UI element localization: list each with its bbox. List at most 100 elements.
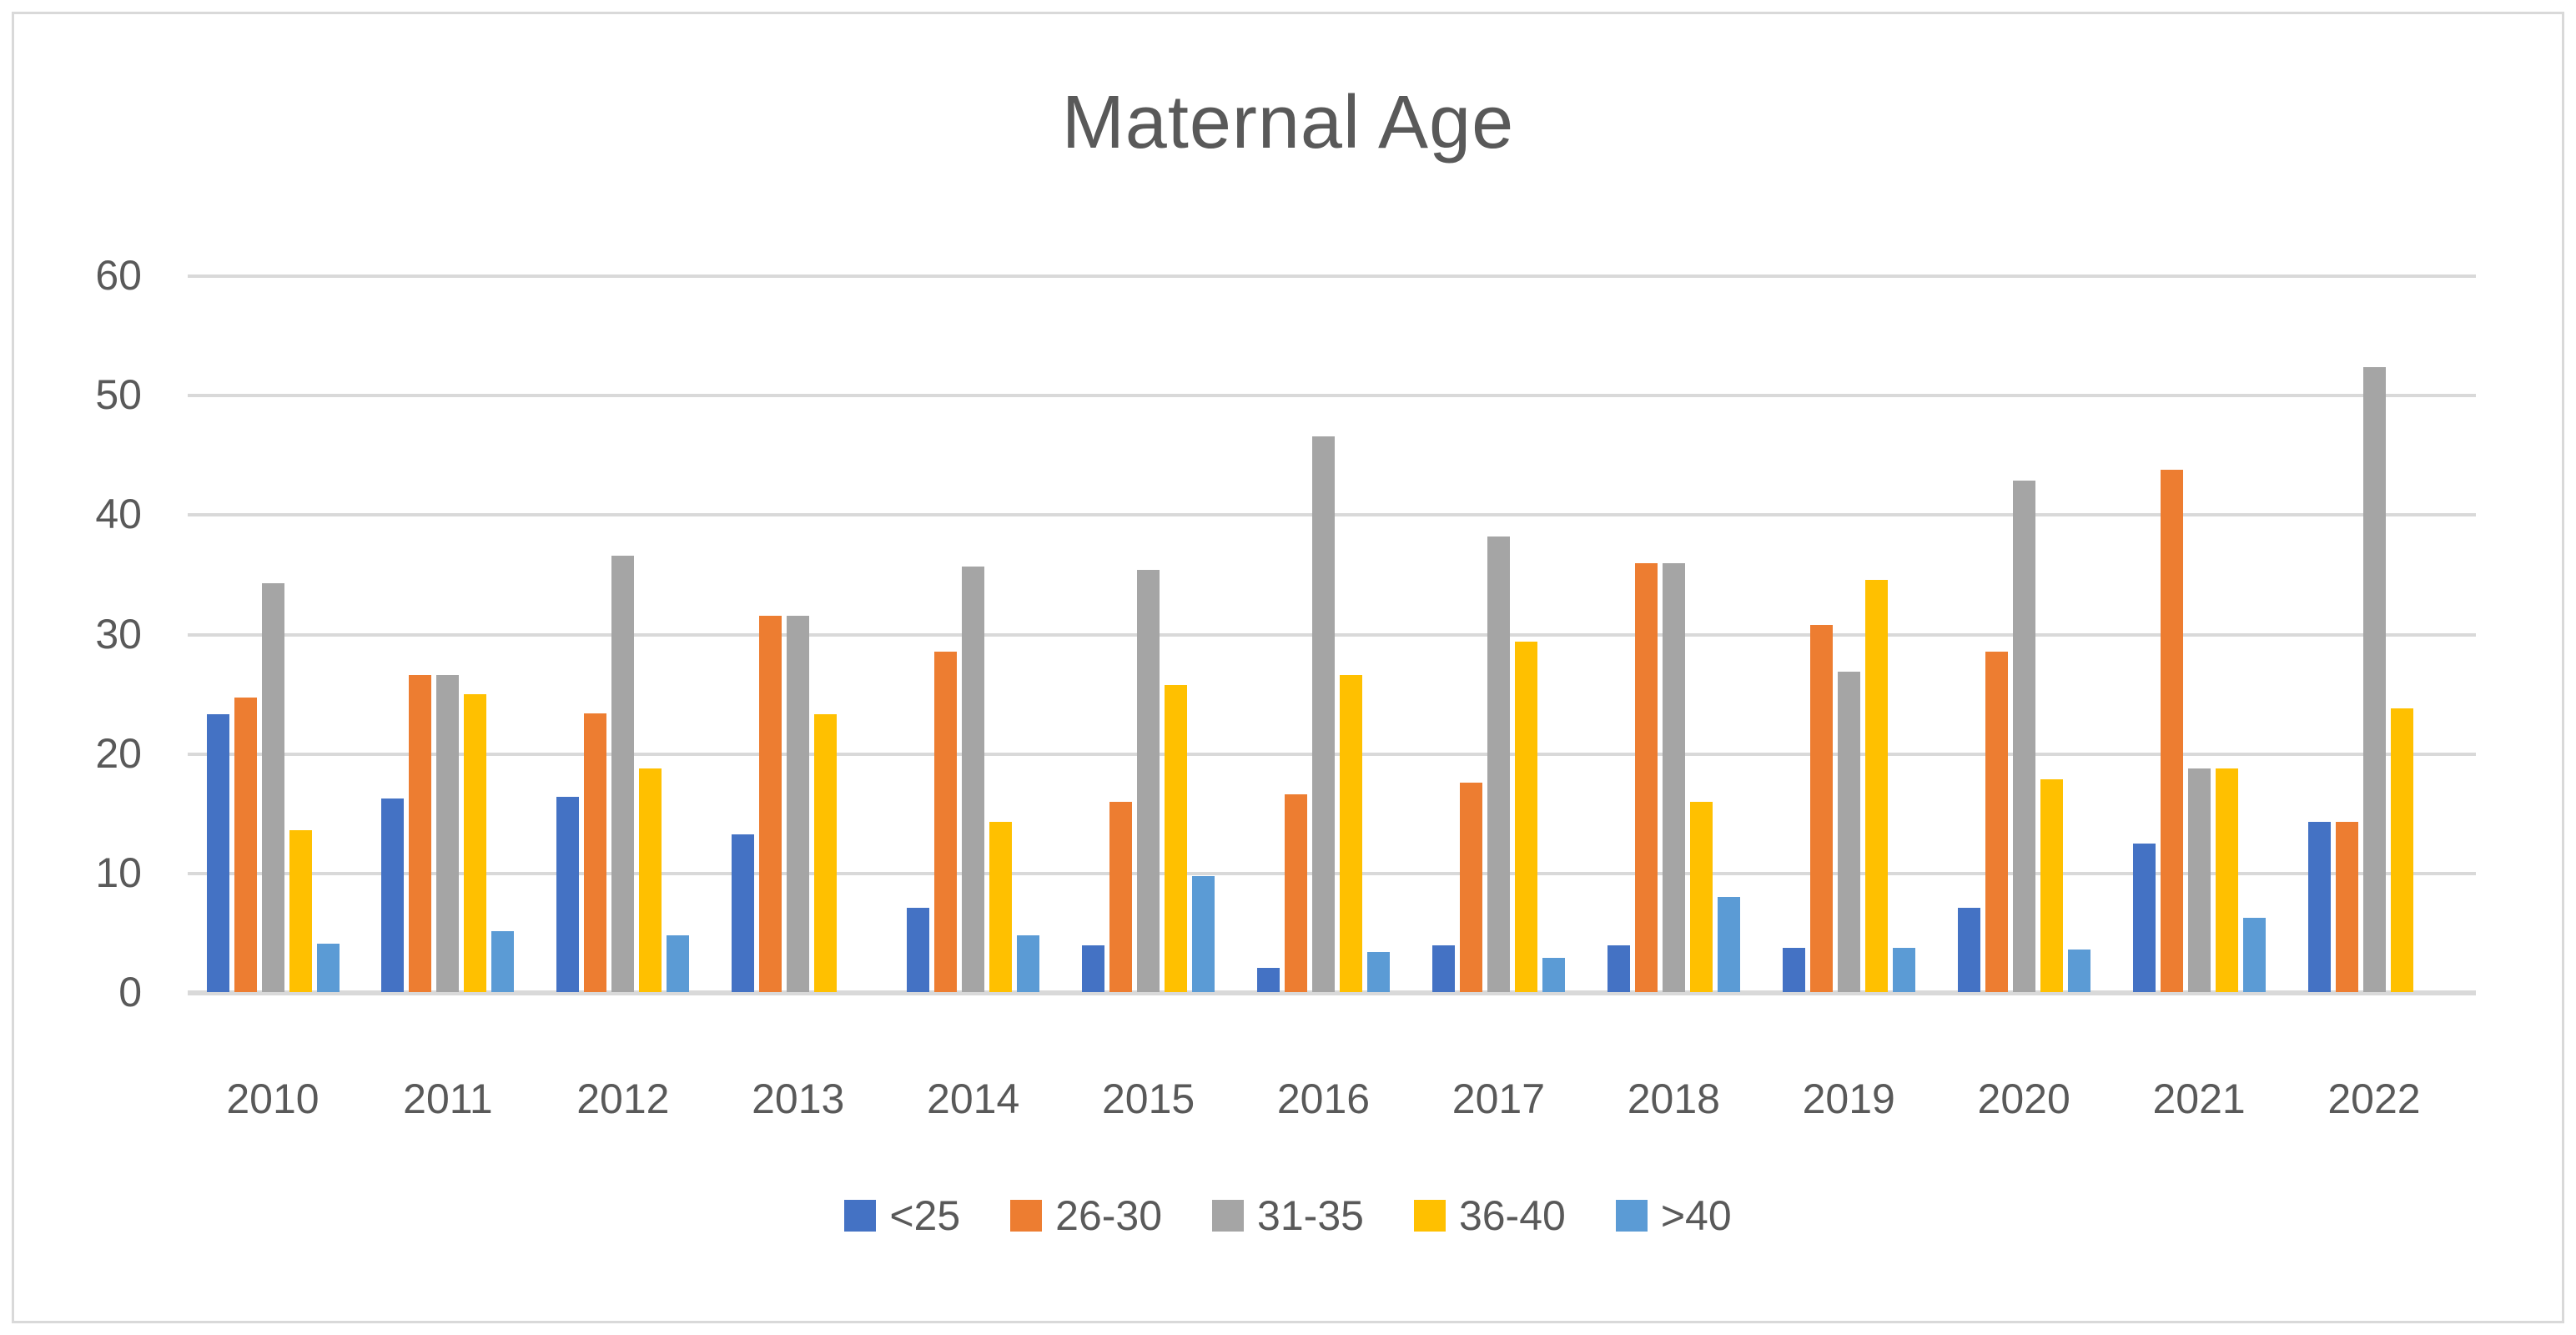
legend-item-lt25: <25 [844, 1191, 960, 1240]
bar-2017-31-35 [1487, 537, 1510, 992]
bar-2012-31-35 [611, 556, 635, 992]
bar-2011-gt40 [491, 930, 515, 992]
bar-2012-36-40 [639, 768, 662, 992]
x-tick-label-2020: 2020 [1977, 1076, 2070, 1122]
x-tick-label-2012: 2012 [576, 1076, 670, 1122]
legend-label-36-40: 36-40 [1458, 1192, 1566, 1239]
x-tick-label-2015: 2015 [1101, 1076, 1195, 1122]
bar-2018-gt40 [1717, 897, 1740, 992]
bar-2010-31-35 [261, 582, 284, 992]
bar-2016-26-30 [1285, 794, 1307, 992]
bar-2022-31-35 [2362, 366, 2386, 992]
bar-2015-26-30 [1109, 801, 1133, 992]
gridline-60 [188, 275, 2476, 278]
legend-label-gt40: >40 [1660, 1192, 1732, 1239]
y-tick-label-20: 20 [95, 729, 142, 777]
bar-2011-36-40 [464, 694, 487, 992]
legend-label-31-35: 31-35 [1257, 1192, 1364, 1239]
legend: <25 26-30 31-35 36-40 >40 [0, 1191, 2576, 1240]
bar-2014-lt25 [907, 908, 930, 992]
bar-2011-31-35 [436, 675, 460, 992]
chart-frame [12, 12, 2564, 1323]
bar-2013-36-40 [814, 714, 838, 992]
bar-2014-26-30 [934, 651, 958, 992]
bar-2015-gt40 [1192, 875, 1215, 992]
legend-label-26-30: 26-30 [1055, 1192, 1163, 1239]
x-tick-label-2019: 2019 [1802, 1076, 1895, 1122]
bar-2020-31-35 [2012, 480, 2035, 992]
legend-label-lt25: <25 [889, 1192, 961, 1239]
bar-2017-gt40 [1542, 958, 1565, 992]
bar-2019-31-35 [1837, 671, 1860, 992]
x-tick-label-2016: 2016 [1276, 1076, 1371, 1122]
bar-2019-gt40 [1892, 947, 1915, 992]
bar-2018-lt25 [1607, 945, 1630, 992]
bar-2018-36-40 [1689, 801, 1713, 992]
bar-2020-gt40 [2067, 950, 2090, 992]
legend-item-gt40: >40 [1615, 1191, 1732, 1240]
bar-2020-36-40 [2040, 778, 2063, 992]
bar-2019-26-30 [1809, 625, 1833, 992]
bar-2013-31-35 [787, 615, 810, 992]
bar-2015-lt25 [1082, 945, 1105, 992]
bar-2021-gt40 [2242, 917, 2266, 992]
bar-2022-26-30 [2335, 822, 2358, 992]
bar-2015-36-40 [1165, 684, 1188, 992]
bar-2010-36-40 [289, 830, 312, 992]
x-tick-label-2022: 2022 [2327, 1076, 2421, 1122]
bar-2019-36-40 [1864, 579, 1888, 992]
bar-2020-lt25 [1957, 908, 1980, 992]
x-tick-label-2013: 2013 [752, 1076, 845, 1122]
bar-2014-gt40 [1017, 935, 1040, 992]
chart-title: Maternal Age [1061, 81, 1515, 164]
legend-item-26-30: 26-30 [1010, 1191, 1162, 1240]
bar-2020-26-30 [1985, 651, 2008, 992]
x-tick-label-2017: 2017 [1452, 1076, 1546, 1122]
bar-2016-lt25 [1257, 967, 1280, 992]
bar-2012-26-30 [584, 713, 607, 992]
legend-swatch-gt40 [1615, 1200, 1648, 1232]
y-tick-label-10: 10 [95, 849, 142, 896]
bar-2010-gt40 [316, 944, 340, 992]
bar-2011-lt25 [381, 798, 405, 992]
bar-2018-31-35 [1662, 562, 1685, 992]
bar-2011-26-30 [409, 675, 432, 992]
bar-2013-26-30 [759, 615, 782, 992]
bar-2019-lt25 [1782, 947, 1805, 992]
legend-swatch-lt25 [844, 1200, 877, 1232]
x-tick-label-2011: 2011 [403, 1076, 493, 1122]
x-tick-label-2018: 2018 [1627, 1076, 1720, 1122]
bar-2021-36-40 [2215, 768, 2238, 992]
legend-swatch-26-30 [1010, 1200, 1043, 1232]
bar-2018-26-30 [1634, 562, 1658, 992]
y-tick-label-30: 30 [95, 610, 142, 657]
bar-2012-gt40 [667, 935, 690, 992]
bar-2012-lt25 [556, 797, 580, 992]
bar-2014-36-40 [989, 822, 1013, 992]
x-tick-label-2021: 2021 [2152, 1076, 2246, 1122]
legend-swatch-31-35 [1212, 1200, 1245, 1232]
bar-2016-36-40 [1340, 675, 1362, 992]
bar-2015-31-35 [1137, 570, 1160, 992]
bar-2014-31-35 [962, 566, 985, 992]
y-tick-label-40: 40 [95, 491, 142, 538]
y-tick-label-50: 50 [95, 371, 142, 419]
x-axis-line [188, 990, 2476, 995]
bar-2022-36-40 [2390, 708, 2413, 992]
bar-2017-36-40 [1514, 642, 1537, 992]
bar-2010-lt25 [206, 714, 229, 992]
x-tick-label-2010: 2010 [226, 1076, 319, 1122]
bar-2021-lt25 [2132, 844, 2156, 992]
bar-2022-lt25 [2307, 822, 2331, 992]
gridline-50 [188, 394, 2476, 398]
y-tick-label-0: 0 [118, 969, 142, 1015]
bar-2016-31-35 [1312, 436, 1335, 992]
bar-2017-lt25 [1431, 945, 1455, 992]
x-tick-label-2014: 2014 [927, 1076, 1020, 1122]
bar-2021-31-35 [2187, 768, 2211, 992]
legend-swatch-36-40 [1413, 1200, 1446, 1232]
bar-2016-gt40 [1367, 952, 1390, 992]
bar-2013-lt25 [732, 834, 755, 992]
bar-2017-26-30 [1459, 783, 1482, 992]
